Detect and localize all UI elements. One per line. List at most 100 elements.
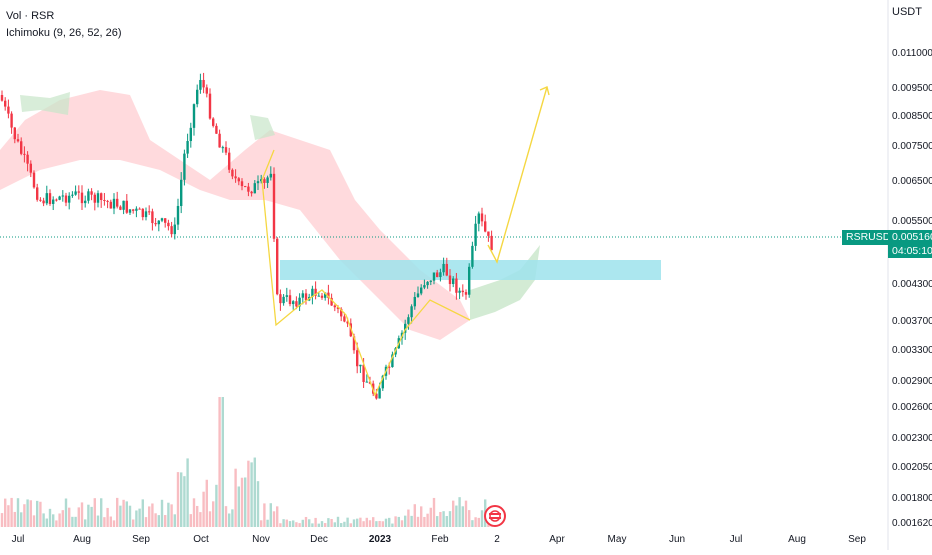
candle-body	[484, 221, 487, 232]
candle-body	[410, 306, 413, 318]
volume-bar	[471, 520, 474, 527]
time-tick-label: Aug	[73, 534, 91, 545]
price-axis[interactable]: 0.011000 0.009500 0.008500 0.007500 0.006500…	[892, 48, 932, 529]
volume-bar	[439, 511, 442, 527]
support-zone[interactable]	[280, 260, 661, 280]
ichimoku-cloud	[0, 90, 540, 340]
volume-bar	[231, 509, 234, 527]
price-tick-label: 0.002050	[892, 462, 932, 473]
candle-body	[167, 222, 170, 227]
tradingview-logo-icon[interactable]	[484, 505, 506, 527]
candle-body	[154, 223, 157, 225]
candle-body	[231, 169, 234, 177]
candle-body	[237, 178, 240, 182]
candle-body	[4, 100, 7, 107]
volume-bar	[320, 521, 324, 527]
volume-bar	[343, 521, 346, 527]
candle-body	[186, 141, 189, 154]
price-tick-label: 0.004300	[892, 279, 932, 290]
volume-bar	[90, 506, 93, 527]
volume-bar	[436, 516, 439, 527]
price-tick-label: 0.002900	[892, 376, 932, 387]
time-tick-label: Jul	[12, 534, 25, 545]
ichimoku-legend[interactable]: Ichimoku (9, 26, 52, 26)	[6, 27, 122, 39]
volume-bar	[480, 510, 484, 527]
candle-body	[279, 294, 282, 304]
candle-body	[103, 199, 106, 201]
last-price-badge: 0.005160 04:05:10	[888, 230, 932, 258]
candle-body	[272, 173, 276, 239]
candle-body	[343, 316, 346, 322]
volume-bar	[183, 476, 186, 527]
cloud-bullish	[470, 245, 540, 320]
candle-body	[64, 195, 68, 203]
volume-bar	[20, 512, 23, 527]
volume-bar	[132, 519, 135, 527]
volume-bar	[288, 521, 292, 527]
candle-body	[36, 187, 39, 200]
time-tick-label: Apr	[549, 534, 565, 545]
volume-bars	[0, 397, 493, 527]
volume-bar	[317, 523, 320, 527]
candle-body	[77, 191, 80, 193]
volume-bar	[192, 498, 196, 527]
candle-body	[58, 196, 61, 200]
volume-bar	[205, 479, 208, 527]
volume-bar	[16, 498, 20, 527]
volume-bar	[429, 507, 432, 527]
volume-bar	[384, 518, 388, 527]
candle-body	[180, 179, 183, 206]
volume-bar	[221, 397, 224, 527]
candle-body	[52, 199, 55, 204]
volume-legend[interactable]: Vol · RSR	[6, 10, 55, 22]
candle-body	[480, 213, 484, 222]
candle-body	[202, 79, 205, 88]
volume-bar	[167, 502, 170, 527]
candle-body	[42, 200, 45, 204]
candle-body	[68, 195, 71, 203]
time-axis[interactable]: Jul Aug Sep Oct Nov Dec 2023 Feb 2 Apr May Jun Jul Au…	[12, 534, 867, 545]
volume-bar	[442, 511, 445, 527]
time-tick-label: Feb	[431, 534, 449, 545]
volume-bar	[445, 516, 448, 527]
candle-body	[487, 231, 490, 236]
volume-bar	[400, 520, 404, 527]
volume-bar	[4, 498, 7, 527]
currency-label: USDT	[892, 6, 922, 18]
time-tick-label: May	[608, 534, 627, 545]
volume-bar	[93, 498, 96, 527]
volume-bar	[279, 523, 282, 527]
volume-bar	[282, 519, 285, 527]
volume-bar	[391, 523, 394, 527]
candle-body	[253, 183, 256, 194]
candle-body	[416, 293, 420, 297]
volume-bar	[138, 508, 141, 527]
volume-bar	[100, 498, 103, 527]
volume-bar	[26, 499, 29, 527]
volume-bar	[170, 504, 173, 527]
last-price-value: 0.005160	[892, 231, 932, 243]
candle-body	[260, 179, 263, 182]
volume-bar	[394, 516, 397, 527]
volume-bar	[103, 517, 106, 527]
candle-body	[215, 125, 218, 134]
time-tick-label: 2023	[369, 534, 392, 545]
volume-bar	[71, 516, 74, 527]
candle-body	[212, 118, 215, 126]
projection-arrow[interactable]	[487, 86, 550, 264]
candle-body	[141, 208, 144, 218]
time-tick-label: Jul	[730, 534, 743, 545]
time-tick-label: Aug	[788, 534, 806, 545]
volume-bar	[52, 514, 55, 527]
candle-body	[471, 245, 474, 267]
volume-bar	[359, 517, 362, 527]
candle-body	[311, 288, 314, 297]
volume-bar	[74, 516, 77, 527]
symbol-badge: RSRUSDT	[842, 230, 901, 245]
volume-bar	[116, 497, 119, 527]
volume-bar	[461, 506, 464, 527]
volume-bar	[413, 504, 416, 527]
candle-body	[100, 193, 103, 200]
